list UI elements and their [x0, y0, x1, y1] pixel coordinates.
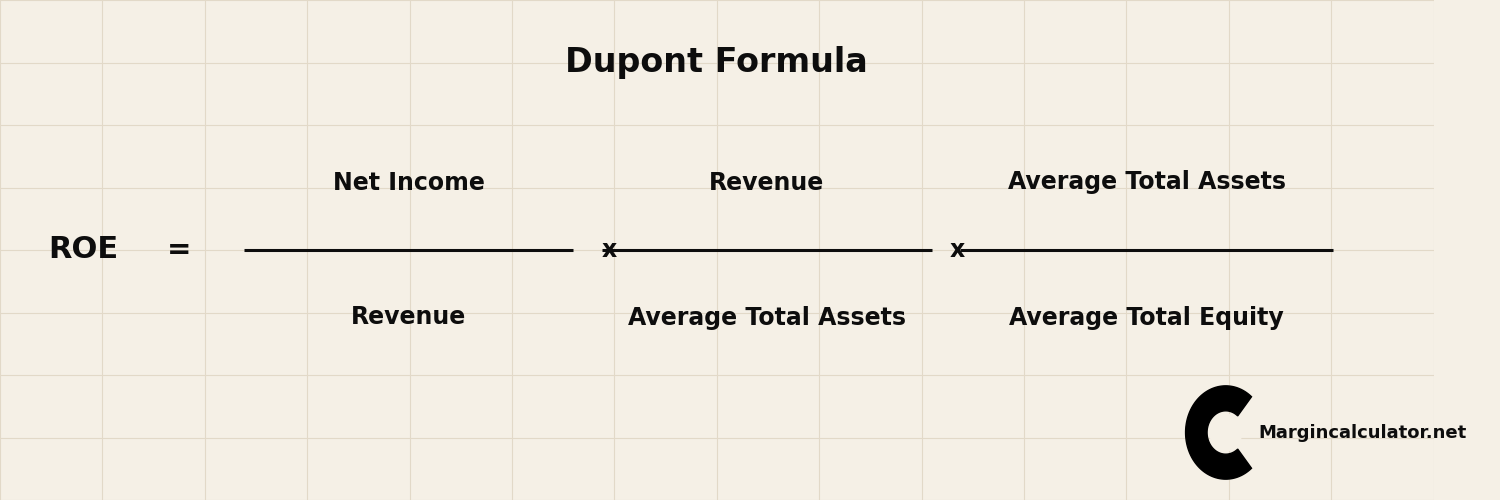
Text: ROE: ROE — [48, 236, 118, 264]
Text: Average Total Assets: Average Total Assets — [1008, 170, 1286, 194]
Text: Dupont Formula: Dupont Formula — [566, 46, 868, 79]
Text: Average Total Assets: Average Total Assets — [628, 306, 906, 330]
Text: Revenue: Revenue — [710, 170, 825, 194]
Text: Revenue: Revenue — [351, 306, 466, 330]
Text: Net Income: Net Income — [333, 170, 484, 194]
Text: Average Total Equity: Average Total Equity — [1010, 306, 1284, 330]
Polygon shape — [1185, 386, 1251, 479]
Text: x: x — [950, 238, 966, 262]
Polygon shape — [1210, 414, 1242, 451]
Text: Margincalculator.net: Margincalculator.net — [1258, 424, 1467, 442]
Polygon shape — [1215, 421, 1236, 444]
Text: =: = — [166, 236, 192, 264]
Text: x: x — [602, 238, 616, 262]
